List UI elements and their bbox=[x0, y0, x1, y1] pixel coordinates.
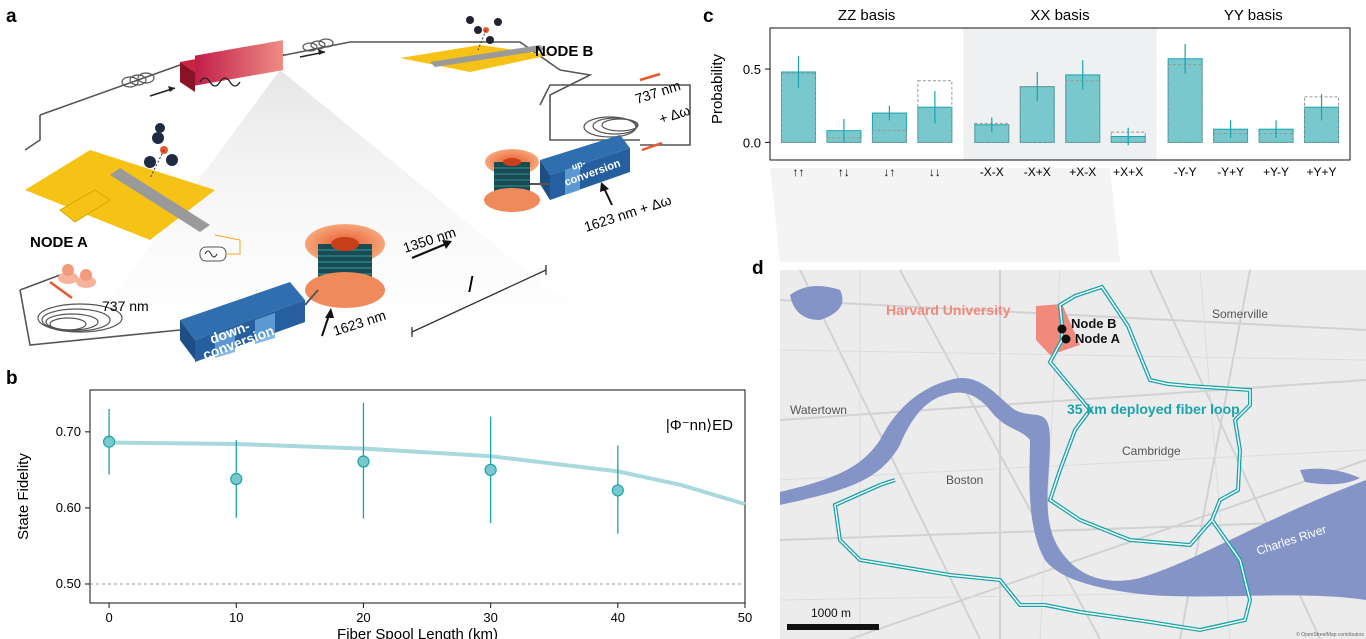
photon-icon bbox=[58, 264, 96, 288]
category-label: +Y-Y bbox=[1263, 165, 1289, 179]
projection-c-to-d bbox=[770, 168, 1120, 262]
data-point bbox=[102, 435, 116, 448]
node-b-marker bbox=[1057, 324, 1067, 334]
x-tick-label: 20 bbox=[356, 610, 370, 625]
fiber-coil-topleft bbox=[121, 38, 334, 88]
data-point bbox=[357, 455, 370, 468]
x-axis-label: Fiber Spool Length (km) bbox=[337, 626, 498, 639]
boston-label: Boston bbox=[946, 473, 983, 487]
group-title: YY basis bbox=[1224, 7, 1283, 24]
x-tick-label: 50 bbox=[738, 610, 752, 625]
wavelength-1623-shifted: 1623 nm + Δω bbox=[582, 192, 673, 235]
fiber-coil-right bbox=[583, 116, 639, 138]
expected-bar bbox=[917, 80, 953, 143]
fiber-loop-label: 35 km deployed fiber loop bbox=[1067, 401, 1240, 417]
x-tick-label: 40 bbox=[611, 610, 625, 625]
probability-chart: ZZ basis ↑↑ ↑↓ ↓↑ ↓↓ XX basis -X-X -X+X +X-X +X+X… bbox=[709, 7, 1351, 179]
category-label: +Y+Y bbox=[1307, 165, 1337, 179]
node-a-title: NODE A bbox=[30, 234, 88, 251]
upconversion-line1: up- bbox=[570, 158, 587, 172]
watertown-label: Watertown bbox=[790, 403, 847, 417]
expected-bar bbox=[871, 130, 907, 143]
fiber-left bbox=[24, 115, 41, 151]
category-label: ↑↑ bbox=[792, 165, 804, 179]
scale-label: 1000 m bbox=[811, 606, 851, 620]
y-tick-label: 0.60 bbox=[56, 500, 81, 515]
map-attribution: © OpenStreetMap contributors bbox=[1296, 631, 1364, 638]
panel-letter-b: b bbox=[6, 368, 18, 389]
category-label: ↓↓ bbox=[929, 165, 941, 179]
node-a-label: Node A bbox=[1075, 331, 1121, 346]
harvard-label: Harvard University bbox=[886, 302, 1011, 318]
category-label: -X-X bbox=[980, 165, 1004, 179]
length-symbol: l bbox=[468, 272, 474, 297]
downconversion-box bbox=[180, 282, 305, 362]
panel-letter-a: a bbox=[6, 6, 17, 27]
x-tick-label: 0 bbox=[105, 610, 112, 625]
x-tick-label: 10 bbox=[229, 610, 243, 625]
plot-frame bbox=[89, 389, 746, 604]
fiber-right bbox=[549, 69, 640, 141]
data-point bbox=[484, 463, 497, 476]
data-point bbox=[611, 484, 624, 497]
cambridge-label: Cambridge bbox=[1122, 444, 1181, 458]
x-tick-label: 30 bbox=[483, 610, 497, 625]
upconversion-box bbox=[540, 135, 630, 200]
y-tick-label: 0.5 bbox=[743, 62, 761, 77]
node-b-chip bbox=[400, 16, 550, 72]
y-tick-label: 0.0 bbox=[743, 135, 761, 150]
node-b-label: Node B bbox=[1071, 316, 1117, 331]
fiber-bottom bbox=[19, 274, 181, 346]
scale-bar bbox=[787, 624, 879, 630]
fiber-spool-small bbox=[484, 149, 540, 212]
y-axis-label: State Fidelity bbox=[15, 453, 32, 540]
panel-letter-d: d bbox=[752, 258, 764, 279]
fiber-loop-b bbox=[539, 84, 691, 146]
length-bracket bbox=[411, 265, 547, 337]
modulator-box bbox=[180, 40, 285, 92]
wavelength-737-shifted-line1: 737 nm bbox=[633, 77, 682, 107]
panel-letter-c: c bbox=[703, 6, 714, 27]
group-title: ZZ basis bbox=[838, 7, 896, 24]
data-point bbox=[230, 472, 243, 486]
node-b-title: NODE B bbox=[535, 43, 594, 60]
category-label: ↑↓ bbox=[838, 165, 850, 179]
group-title: XX basis bbox=[1030, 7, 1089, 24]
category-label: +X-X bbox=[1069, 165, 1096, 179]
category-label: -X+X bbox=[1024, 165, 1051, 179]
plot-frame bbox=[769, 27, 1351, 161]
wavelength-737-shifted-line2: + Δω bbox=[657, 102, 692, 127]
charles-river bbox=[780, 377, 1366, 600]
node-a-chip bbox=[25, 123, 241, 262]
y-tick-label: 0.50 bbox=[56, 576, 81, 591]
category-label: -Y+Y bbox=[1217, 165, 1244, 179]
y-tick-label: 0.70 bbox=[56, 424, 81, 439]
somerville-label: Somerville bbox=[1212, 307, 1268, 321]
category-label: -Y-Y bbox=[1174, 165, 1197, 179]
category-label: +X+X bbox=[1113, 165, 1143, 179]
y-axis-label: Probability bbox=[709, 53, 726, 124]
fiber-coil-bottomleft bbox=[37, 303, 123, 333]
state-annotation: |Φ⁻nn⟩ED bbox=[666, 417, 733, 434]
map-panel: Harvard University Node B Node A Somervi… bbox=[780, 270, 1366, 639]
wavelength-737: 737 nm bbox=[102, 298, 149, 314]
category-label: ↓↑ bbox=[883, 165, 895, 179]
fiber-spool-large bbox=[305, 224, 385, 308]
node-a-marker bbox=[1061, 334, 1071, 344]
schematic-panel bbox=[19, 16, 1120, 382]
fidelity-chart: 0 10 20 30 40 50 0.50 0.60 0.70 Fiber Spool Lengt… bbox=[15, 389, 752, 639]
